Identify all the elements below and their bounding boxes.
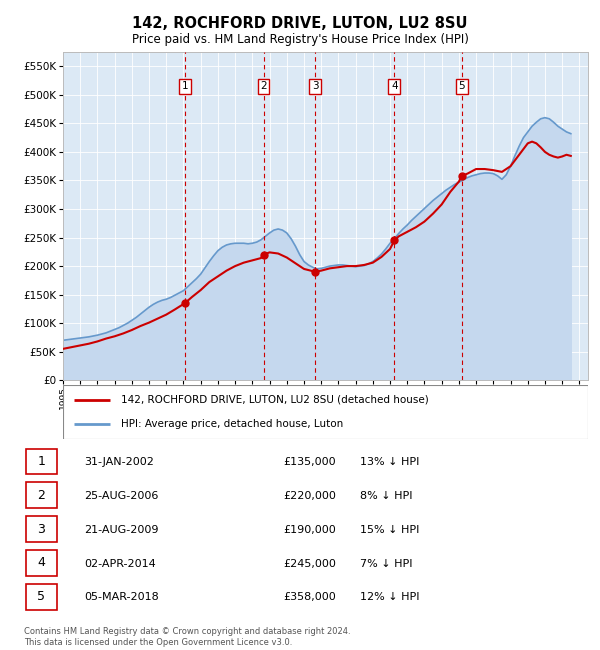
Text: £358,000: £358,000 xyxy=(283,592,336,603)
Text: 13% ↓ HPI: 13% ↓ HPI xyxy=(360,457,419,467)
Text: 3: 3 xyxy=(312,81,319,91)
Text: 21-AUG-2009: 21-AUG-2009 xyxy=(84,525,158,535)
Text: 5: 5 xyxy=(458,81,465,91)
Text: 4: 4 xyxy=(391,81,398,91)
Text: 02-APR-2014: 02-APR-2014 xyxy=(84,558,156,569)
Text: 2: 2 xyxy=(37,489,46,502)
Text: 5: 5 xyxy=(37,590,46,603)
Text: £190,000: £190,000 xyxy=(283,525,336,535)
Text: Price paid vs. HM Land Registry's House Price Index (HPI): Price paid vs. HM Land Registry's House … xyxy=(131,32,469,46)
Text: 15% ↓ HPI: 15% ↓ HPI xyxy=(360,525,419,535)
Text: £220,000: £220,000 xyxy=(283,491,336,501)
Text: 3: 3 xyxy=(37,523,46,536)
Text: 1: 1 xyxy=(182,81,188,91)
Text: 05-MAR-2018: 05-MAR-2018 xyxy=(84,592,159,603)
Text: HPI: Average price, detached house, Luton: HPI: Average price, detached house, Luto… xyxy=(121,419,343,430)
Text: 2: 2 xyxy=(260,81,267,91)
Text: 142, ROCHFORD DRIVE, LUTON, LU2 8SU (detached house): 142, ROCHFORD DRIVE, LUTON, LU2 8SU (det… xyxy=(121,395,428,405)
Text: 7% ↓ HPI: 7% ↓ HPI xyxy=(360,558,413,569)
Text: £245,000: £245,000 xyxy=(283,558,336,569)
Text: 1: 1 xyxy=(37,455,46,468)
Text: 12% ↓ HPI: 12% ↓ HPI xyxy=(360,592,419,603)
Text: £135,000: £135,000 xyxy=(283,457,336,467)
Text: 142, ROCHFORD DRIVE, LUTON, LU2 8SU: 142, ROCHFORD DRIVE, LUTON, LU2 8SU xyxy=(132,16,468,31)
Text: 8% ↓ HPI: 8% ↓ HPI xyxy=(360,491,413,501)
Text: 31-JAN-2002: 31-JAN-2002 xyxy=(84,457,154,467)
Text: 4: 4 xyxy=(37,556,46,569)
Text: Contains HM Land Registry data © Crown copyright and database right 2024.
This d: Contains HM Land Registry data © Crown c… xyxy=(24,627,350,647)
Text: 25-AUG-2006: 25-AUG-2006 xyxy=(84,491,158,501)
